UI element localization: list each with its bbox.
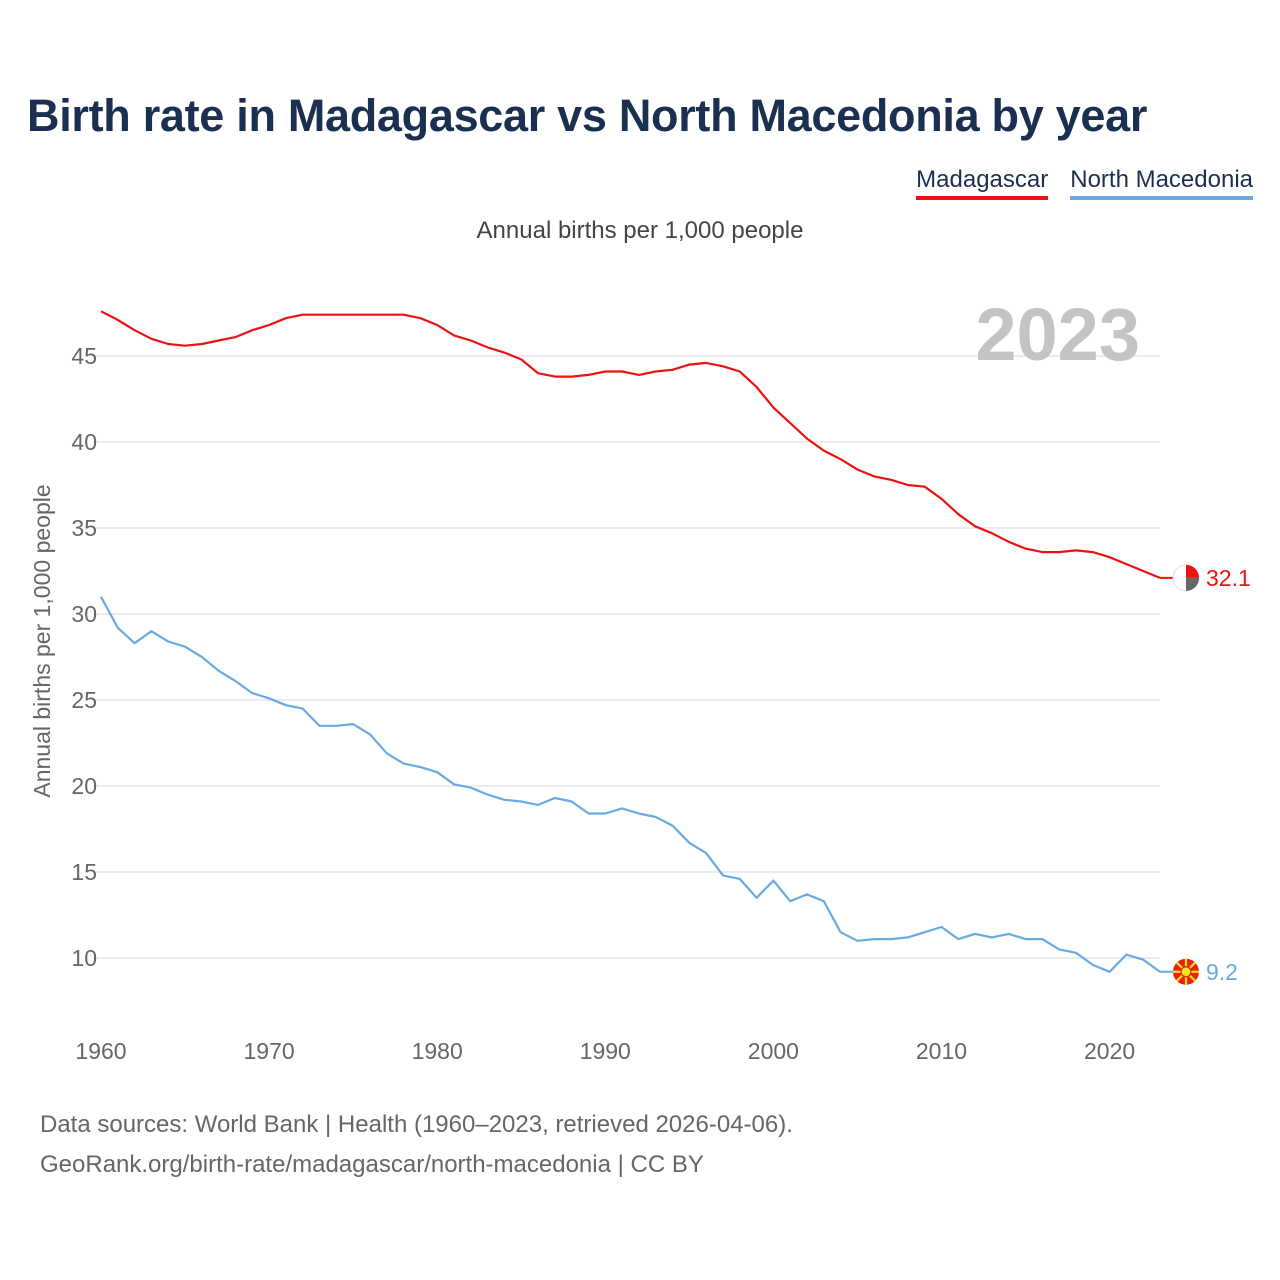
y-tick-label: 10	[71, 945, 97, 971]
x-tick-label: 1960	[75, 1038, 126, 1064]
x-tick-label: 2020	[1084, 1038, 1135, 1064]
y-tick-label: 30	[71, 601, 97, 627]
flag-marker-red-madagascar	[1186, 564, 1199, 578]
series-line-madagascar	[100, 310, 1161, 579]
data-source-text: Data sources: World Bank | Health (1960–…	[40, 1111, 793, 1138]
chart-subtitle: Annual births per 1,000 people	[476, 217, 804, 244]
y-tick-label: 20	[71, 773, 97, 799]
footer: Data sources: World Bank | Health (1960–…	[40, 1105, 793, 1185]
legend: Madagascar North Macedonia	[916, 166, 1253, 200]
chart-title: Birth rate in Madagascar vs North Macedo…	[27, 90, 1148, 141]
y-tick-label: 35	[71, 515, 97, 541]
year-watermark: 2023	[975, 293, 1140, 376]
legend-item-north-macedonia[interactable]: North Macedonia	[1070, 166, 1253, 200]
end-value-label-north-macedonia: 9.2	[1206, 959, 1238, 985]
x-tick-label: 1990	[580, 1038, 631, 1064]
credit-link[interactable]: GeoRank.org/birth-rate/madagascar/north-…	[40, 1151, 704, 1178]
y-tick-label: 15	[71, 859, 97, 885]
flag-marker-sun-north-macedonia	[1180, 966, 1192, 978]
y-tick-label: 25	[71, 687, 97, 713]
y-tick-label: 45	[71, 343, 97, 369]
x-tick-label: 1980	[412, 1038, 463, 1064]
x-tick-label: 2000	[748, 1038, 799, 1064]
y-tick-label: 40	[71, 429, 97, 455]
flag-marker-dark-madagascar	[1186, 577, 1199, 591]
x-tick-label: 1970	[244, 1038, 295, 1064]
legend-item-madagascar[interactable]: Madagascar	[916, 166, 1049, 200]
line-chart: 10 15 20 25 30 35 40 45 1960 1970 1980 1990 2000 2010…	[29, 293, 1251, 1064]
x-tick-label: 2010	[916, 1038, 967, 1064]
y-axis-title: Annual births per 1,000 people	[29, 484, 55, 797]
end-value-label-madagascar: 32.1	[1206, 565, 1251, 591]
series-line-north-macedonia	[100, 596, 1161, 973]
